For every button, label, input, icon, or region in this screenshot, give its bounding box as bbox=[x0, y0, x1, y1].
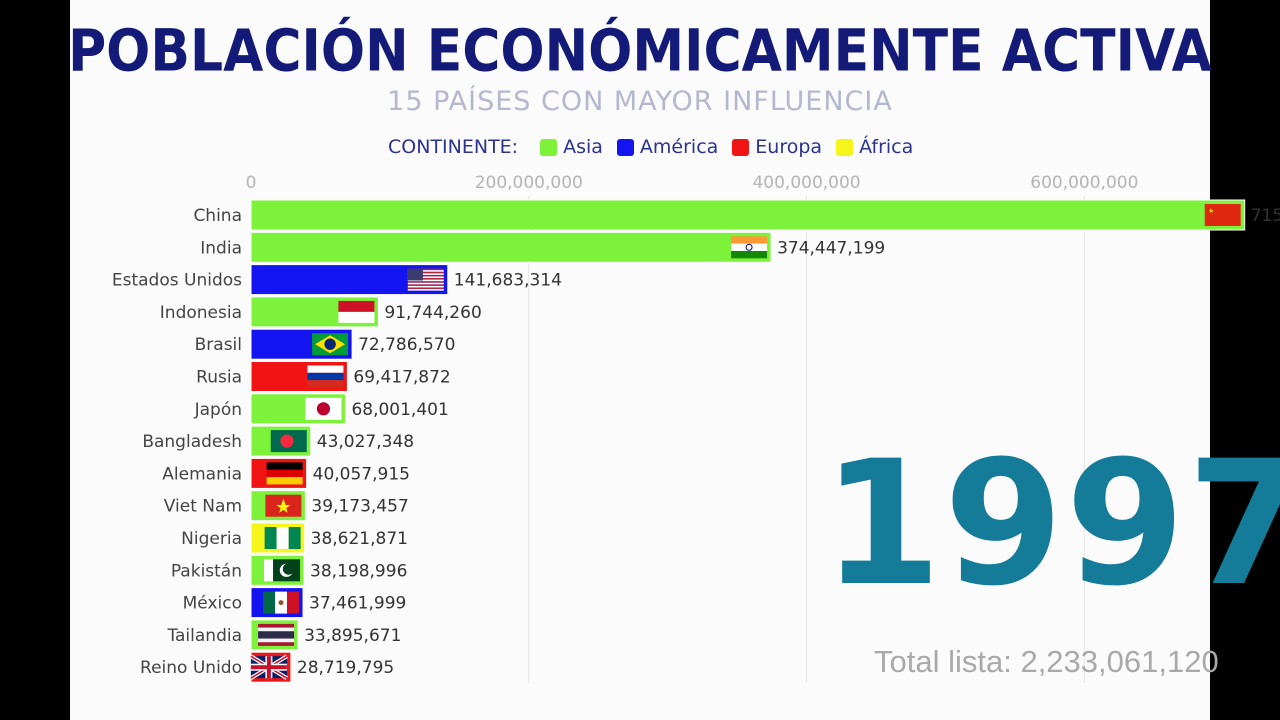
legend-item-america: América bbox=[616, 136, 719, 158]
value-label-alemania: 40,057,915 bbox=[313, 464, 410, 484]
value-label-indonesia: 91,744,260 bbox=[384, 303, 481, 323]
mexico-flag bbox=[263, 591, 300, 614]
value-label-japon: 68,001,401 bbox=[351, 400, 448, 420]
legend-swatch-europa bbox=[732, 138, 750, 156]
usa-flag bbox=[407, 268, 444, 291]
brazil-flag bbox=[312, 333, 349, 356]
india-flag bbox=[731, 236, 768, 259]
china-flag bbox=[1204, 204, 1241, 226]
bar-china bbox=[250, 199, 1246, 231]
value-label-bangladesh: 43,027,348 bbox=[317, 432, 414, 452]
value-label-india: 374,447,199 bbox=[777, 238, 885, 258]
category-label-japon: Japón bbox=[194, 400, 242, 420]
category-label-india: India bbox=[200, 238, 242, 258]
indonesia-flag bbox=[338, 300, 375, 323]
category-label-mexico: México bbox=[183, 594, 242, 614]
value-label-reino-unido: 28,719,795 bbox=[297, 658, 394, 678]
value-label-nigeria: 38,621,871 bbox=[311, 529, 408, 549]
category-label-indonesia: Indonesia bbox=[160, 303, 242, 323]
year-label: 1997 bbox=[822, 423, 1280, 624]
category-label-bangladesh: Bangladesh bbox=[142, 432, 242, 452]
x-tick-label-0: 0 bbox=[246, 173, 257, 193]
total-label: Total lista: 2,233,061,120 bbox=[874, 644, 1219, 679]
japan-flag bbox=[305, 397, 342, 420]
legend-swatch-africa bbox=[836, 138, 854, 156]
legend-label-america: América bbox=[639, 136, 719, 158]
vietnam-flag bbox=[265, 494, 302, 517]
uk-flag bbox=[249, 654, 288, 680]
category-label-alemania: Alemania bbox=[162, 464, 242, 484]
legend-swatch-asia bbox=[540, 138, 558, 156]
category-label-pakistan: Pakistán bbox=[171, 561, 242, 581]
value-label-mexico: 37,461,999 bbox=[309, 594, 406, 614]
value-label-brasil: 72,786,570 bbox=[358, 335, 455, 355]
category-label-nigeria: Nigeria bbox=[181, 529, 242, 549]
value-label-viet-nam: 39,173,457 bbox=[311, 497, 408, 517]
legend-swatch-america bbox=[616, 138, 634, 156]
legend-label-europa: Europa bbox=[755, 136, 823, 158]
russia-flag bbox=[307, 365, 344, 388]
category-label-china: China bbox=[193, 206, 242, 226]
thailand-flag bbox=[258, 623, 295, 646]
bar-india bbox=[250, 231, 772, 263]
legend-label-asia: Asia bbox=[563, 136, 603, 158]
x-tick-label-1: 200,000,000 bbox=[475, 173, 583, 193]
category-label-brasil: Brasil bbox=[195, 335, 242, 355]
category-label-estados-unidos: Estados Unidos bbox=[112, 271, 242, 291]
chart-subtitle: 15 PAÍSES CON MAYOR INFLUENCIA bbox=[387, 86, 893, 117]
pakistan-flag bbox=[264, 559, 301, 582]
x-tick-label-2: 400,000,000 bbox=[752, 173, 860, 193]
value-label-rusia: 69,417,872 bbox=[353, 368, 450, 388]
value-label-china: 715,472,345 bbox=[1251, 206, 1280, 226]
legend-label-africa: África bbox=[859, 136, 914, 158]
nigeria-flag bbox=[264, 527, 301, 549]
value-label-estados-unidos: 141,683,314 bbox=[454, 271, 562, 291]
legend: CONTINENTE: Asia América Europa África bbox=[388, 134, 927, 160]
category-label-viet-nam: Viet Nam bbox=[164, 497, 242, 517]
category-label-tailandia: Tailandia bbox=[166, 626, 242, 646]
legend-item-asia: Asia bbox=[540, 136, 603, 158]
germany-flag bbox=[266, 462, 303, 485]
legend-item-europa: Europa bbox=[732, 136, 822, 158]
value-label-pakistan: 38,198,996 bbox=[310, 561, 407, 581]
bangladesh-flag bbox=[270, 430, 307, 453]
x-tick-label-3: 600,000,000 bbox=[1030, 173, 1138, 193]
value-label-tailandia: 33,895,671 bbox=[304, 626, 401, 646]
legend-title: CONTINENTE: bbox=[388, 136, 519, 158]
category-label-rusia: Rusia bbox=[196, 368, 242, 388]
category-label-reino-unido: Reino Unido bbox=[140, 658, 242, 678]
legend-item-africa: África bbox=[836, 136, 913, 158]
chart-title: POBLACIÓN ECONÓMICAMENTE ACTIVA bbox=[68, 18, 1212, 86]
